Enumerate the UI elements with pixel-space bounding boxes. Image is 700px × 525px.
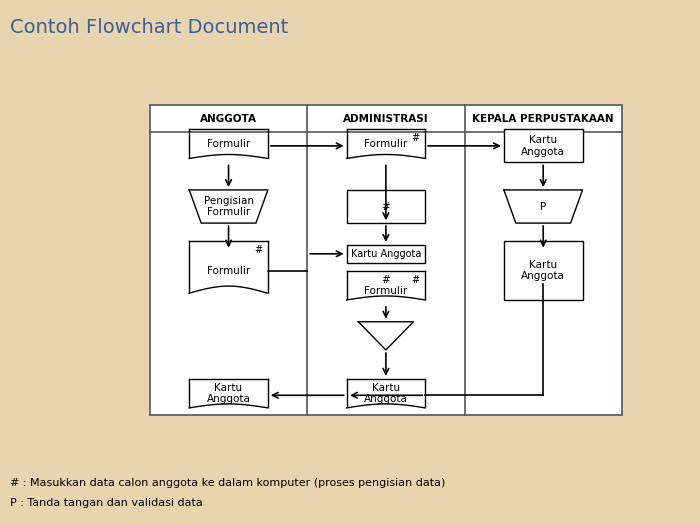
Text: Formulir: Formulir [364,139,407,149]
Text: Pengisian
Formulir: Pengisian Formulir [204,196,253,217]
Text: Kartu
Anggota: Kartu Anggota [522,260,565,281]
Text: Formulir: Formulir [207,139,250,149]
Text: Formulir: Formulir [207,266,250,276]
Text: #: # [254,245,262,255]
Text: #: # [412,275,420,285]
Polygon shape [189,190,268,223]
FancyBboxPatch shape [346,190,425,223]
Text: Kartu Anggota: Kartu Anggota [351,249,421,259]
Text: Kartu
Anggota: Kartu Anggota [364,383,408,404]
Text: Kartu
Anggota: Kartu Anggota [522,135,565,156]
FancyBboxPatch shape [346,245,425,263]
Text: #: # [412,133,420,143]
Text: #: # [382,202,390,212]
FancyBboxPatch shape [504,129,582,162]
Text: ANGGOTA: ANGGOTA [200,113,257,123]
Polygon shape [346,271,425,300]
Text: #
Formulir: # Formulir [364,275,407,296]
Text: # : Masukkan data calon anggota ke dalam komputer (proses pengisian data): # : Masukkan data calon anggota ke dalam… [10,478,446,488]
Polygon shape [189,241,268,293]
Polygon shape [189,379,268,408]
Text: P: P [540,202,546,212]
Text: P : Tanda tangan dan validasi data: P : Tanda tangan dan validasi data [10,498,203,508]
Polygon shape [346,379,425,408]
Polygon shape [504,190,582,223]
Text: Contoh Flowchart Document: Contoh Flowchart Document [10,18,288,37]
Text: ADMINISTRASI: ADMINISTRASI [343,113,428,123]
Polygon shape [358,322,414,350]
FancyBboxPatch shape [150,106,622,415]
Polygon shape [346,129,425,159]
Text: KEPALA PERPUSTAKAAN: KEPALA PERPUSTAKAAN [473,113,614,123]
Text: Kartu
Anggota: Kartu Anggota [206,383,251,404]
Polygon shape [189,129,268,159]
FancyBboxPatch shape [504,241,582,300]
